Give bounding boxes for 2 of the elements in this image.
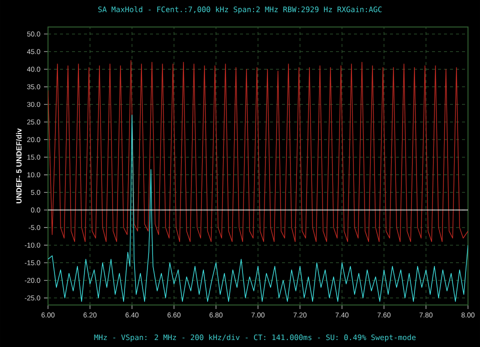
line-series	[48, 60, 468, 242]
line-series	[48, 114, 468, 302]
